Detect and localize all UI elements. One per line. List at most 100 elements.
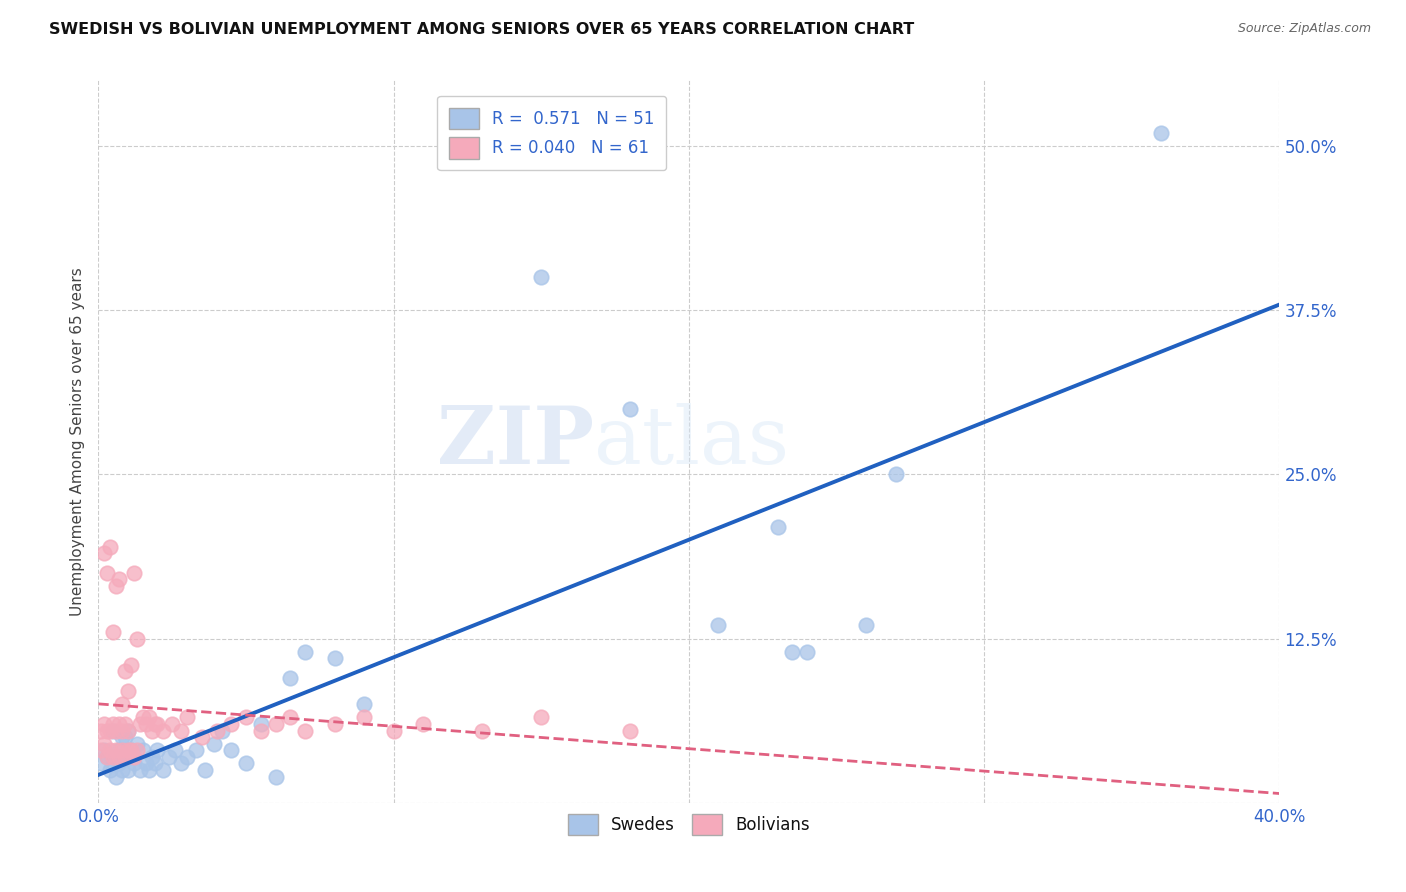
Point [176,710,198,724]
Point [125,632,148,646]
Point [108,749,131,764]
Point [114,749,136,764]
Point [96,749,118,764]
Point [135,756,157,771]
Point [103,756,125,771]
Point [152,723,174,738]
Point [93,546,115,560]
Point [132,743,155,757]
Point [323,717,346,731]
Point [114,749,136,764]
Point [1150,126,1173,140]
Point [117,723,139,738]
Point [90,723,112,738]
Point [120,743,142,757]
Point [105,579,128,593]
Point [98,723,121,738]
Point [135,717,157,731]
Point [884,467,907,482]
Point [120,657,142,672]
Point [108,717,131,731]
Point [96,749,118,764]
Point [162,717,183,731]
Point [323,651,346,665]
Point [103,625,125,640]
Point [98,763,121,777]
Point [782,645,804,659]
Point [294,723,316,738]
Point [98,743,121,757]
Point [176,749,198,764]
Point [108,573,131,587]
Point [111,698,134,712]
Point [530,710,553,724]
Point [280,710,302,724]
Point [103,723,125,738]
Point [146,743,169,757]
Point [250,717,273,731]
Point [221,717,243,731]
Point [117,763,139,777]
Point [221,743,243,757]
Point [114,665,136,679]
Legend: Swedes, Bolivians: Swedes, Bolivians [558,804,820,845]
Point [264,717,287,731]
Point [105,723,128,738]
Point [90,743,112,757]
Point [152,763,174,777]
Point [796,645,818,659]
Point [117,723,139,738]
Point [211,723,233,738]
Point [412,717,434,731]
Point [141,723,163,738]
Point [530,270,553,285]
Point [111,763,134,777]
Point [855,618,877,632]
Point [125,737,148,751]
Point [117,743,139,757]
Point [111,723,134,738]
Point [143,756,166,771]
Point [471,723,494,738]
Point [90,756,112,771]
Point [93,737,115,751]
Point [766,520,789,534]
Point [146,717,169,731]
Text: ZIP: ZIP [437,402,595,481]
Point [382,723,405,738]
Point [264,770,287,784]
Point [170,756,193,771]
Point [128,763,150,777]
Point [93,743,115,757]
Point [184,743,207,757]
Point [117,684,139,698]
Point [138,763,160,777]
Point [111,730,134,744]
Text: SWEDISH VS BOLIVIAN UNEMPLOYMENT AMONG SENIORS OVER 65 YEARS CORRELATION CHART: SWEDISH VS BOLIVIAN UNEMPLOYMENT AMONG S… [49,22,914,37]
Point [707,618,730,632]
Point [96,566,118,580]
Point [111,743,134,757]
Point [122,566,145,580]
Point [165,743,187,757]
Point [122,749,145,764]
Text: atlas: atlas [595,402,790,481]
Point [143,717,166,731]
Point [108,756,131,771]
Point [170,723,193,738]
Point [108,743,131,757]
Point [205,723,228,738]
Point [235,756,257,771]
Point [280,671,302,685]
Point [105,743,128,757]
Point [202,737,225,751]
Y-axis label: Unemployment Among Seniors over 65 years: Unemployment Among Seniors over 65 years [69,268,84,615]
Point [114,730,136,744]
Point [250,723,273,738]
Point [353,698,375,712]
Point [114,717,136,731]
Point [125,743,148,757]
Point [120,743,142,757]
Point [96,723,118,738]
Point [105,770,128,784]
